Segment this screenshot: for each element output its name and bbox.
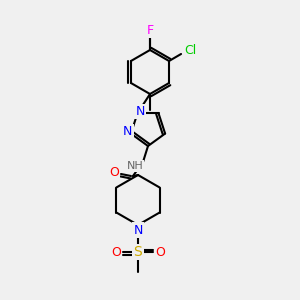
Text: O: O <box>111 245 121 259</box>
Text: F: F <box>146 23 154 37</box>
Text: Cl: Cl <box>184 44 196 58</box>
Text: O: O <box>109 166 119 178</box>
Text: O: O <box>155 245 165 259</box>
Text: F: F <box>146 23 154 37</box>
Text: S: S <box>134 245 142 259</box>
Text: N: N <box>136 105 145 118</box>
Text: N: N <box>133 224 143 236</box>
Text: N: N <box>123 125 133 138</box>
Text: NH: NH <box>127 161 143 171</box>
